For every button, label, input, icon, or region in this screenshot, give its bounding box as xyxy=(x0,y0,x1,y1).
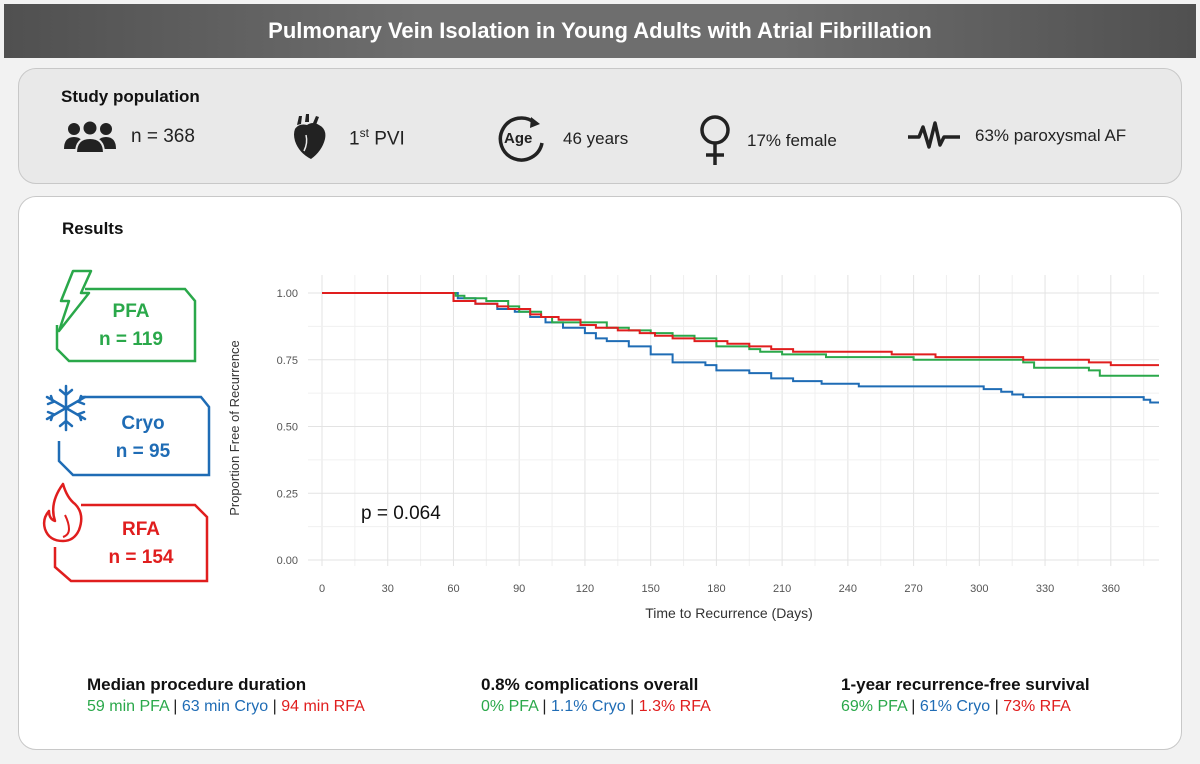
age-icon-label: Age xyxy=(504,130,533,147)
stat-n-value: n = 368 xyxy=(131,126,195,147)
curve-pfa xyxy=(322,292,1159,377)
survival-rfa: 73% RFA xyxy=(1003,698,1071,715)
footer-duration: Median procedure duration 59 min PFA | 6… xyxy=(87,675,365,716)
footer-duration-heading: Median procedure duration xyxy=(87,675,307,694)
x-tick-label: 150 xyxy=(641,583,659,595)
x-tick-label: 300 xyxy=(970,583,988,595)
x-tick-label: 90 xyxy=(513,583,525,595)
stat-pvi-value: 1st PVI xyxy=(349,126,405,150)
stat-pvi-text: PVI xyxy=(368,128,405,150)
results-panel: Results PFA n = 119 Cryo n = 9 xyxy=(18,196,1182,750)
technique-cryo-n: n = 95 xyxy=(115,441,171,462)
curve-rfa xyxy=(322,292,1159,367)
survival-pfa: 69% PFA xyxy=(841,698,907,715)
complications-rfa: 1.3% RFA xyxy=(638,698,711,715)
female-icon xyxy=(697,113,733,169)
stat-pvi-ordinal: st xyxy=(359,125,369,140)
duration-rfa: 94 min RFA xyxy=(281,698,365,715)
technique-cryo-name: Cryo xyxy=(121,413,165,434)
footer-complications-heading: 0.8% complications overall xyxy=(481,675,699,694)
x-tick-label: 330 xyxy=(1036,583,1054,595)
population-heading: Study population xyxy=(61,87,200,106)
complications-cryo: 1.1% Cryo xyxy=(550,698,626,715)
x-tick-label: 0 xyxy=(319,583,325,595)
stat-age-value: 46 years xyxy=(563,129,629,148)
heart-icon xyxy=(289,113,329,163)
separator: | xyxy=(994,698,999,715)
technique-rfa-n: n = 154 xyxy=(108,547,174,568)
technique-rfa-name: RFA xyxy=(122,519,160,540)
separator: | xyxy=(542,698,547,715)
stat-pvi-number: 1 xyxy=(349,128,360,150)
stat-n: n = 368 xyxy=(63,117,195,157)
curve-cryo xyxy=(322,292,1159,404)
separator: | xyxy=(911,698,916,715)
y-tick-label: 0.25 xyxy=(277,488,298,500)
separator: | xyxy=(272,698,277,715)
footer-complications: 0.8% complications overall 0% PFA | 1.1%… xyxy=(481,675,711,716)
footer-survival-heading: 1-year recurrence-free survival xyxy=(841,675,1090,694)
snowflake-icon xyxy=(41,383,91,438)
stat-paroxysmal: 63% paroxysmal AF xyxy=(907,121,1126,151)
footer-survival: 1-year recurrence-free survival 69% PFA … xyxy=(841,675,1090,716)
technique-pfa: PFA n = 119 xyxy=(49,269,209,369)
complications-pfa: 0% PFA xyxy=(481,698,538,715)
km-chart: 0.00 0.25 0.50 0.75 1.00 0 30 60 90 120 150 180 210… xyxy=(227,275,1159,621)
x-tick-label: 360 xyxy=(1102,583,1120,595)
page-title: Pulmonary Vein Isolation in Young Adults… xyxy=(4,4,1196,58)
duration-cryo: 63 min Cryo xyxy=(181,698,269,715)
stat-age: Age 46 years xyxy=(495,113,628,165)
duration-pfa: 59 min PFA xyxy=(87,698,169,715)
y-tick-label: 0.00 xyxy=(277,555,298,567)
x-tick-label: 210 xyxy=(773,583,791,595)
y-tick-label: 1.00 xyxy=(277,288,298,300)
technique-cryo: Cryo n = 95 xyxy=(41,383,211,479)
separator: | xyxy=(630,698,635,715)
x-axis-label: Time to Recurrence (Days) xyxy=(645,605,813,621)
x-tick-label: 240 xyxy=(839,583,857,595)
x-tick-label: 270 xyxy=(904,583,922,595)
x-tick-label: 180 xyxy=(707,583,725,595)
heartbeat-icon xyxy=(907,121,961,151)
flame-icon xyxy=(41,481,87,548)
y-tick-labels: 0.00 0.25 0.50 0.75 1.00 xyxy=(277,288,298,567)
age-icon: Age xyxy=(495,113,549,165)
technique-pfa-n: n = 119 xyxy=(99,329,163,350)
separator: | xyxy=(173,698,178,715)
x-tick-label: 60 xyxy=(447,583,459,595)
x-tick-labels: 0 30 60 90 120 150 180 210 240 270 300 330 360 xyxy=(319,583,1120,595)
x-tick-label: 120 xyxy=(576,583,594,595)
stat-paroxysmal-value: 63% paroxysmal AF xyxy=(975,126,1127,145)
technique-rfa: RFA n = 154 xyxy=(41,481,211,585)
y-tick-label: 0.75 xyxy=(277,355,298,367)
stat-female-value: 17% female xyxy=(747,131,837,150)
survival-cryo: 61% Cryo xyxy=(919,698,991,715)
stat-pvi: 1st PVI xyxy=(289,113,405,163)
people-icon xyxy=(63,117,117,157)
lightning-icon xyxy=(53,269,93,338)
p-value-annotation: p = 0.064 xyxy=(361,503,441,524)
x-tick-label: 30 xyxy=(382,583,394,595)
study-population-panel: Study population n = 368 1st PVI xyxy=(18,68,1182,184)
results-heading: Results xyxy=(62,219,124,238)
y-tick-label: 0.50 xyxy=(277,422,298,434)
y-axis-label: Proportion Free of Recurrence xyxy=(227,340,242,516)
technique-pfa-name: PFA xyxy=(112,301,150,322)
stat-female: 17% female xyxy=(697,113,837,169)
chart-curves xyxy=(322,292,1159,404)
